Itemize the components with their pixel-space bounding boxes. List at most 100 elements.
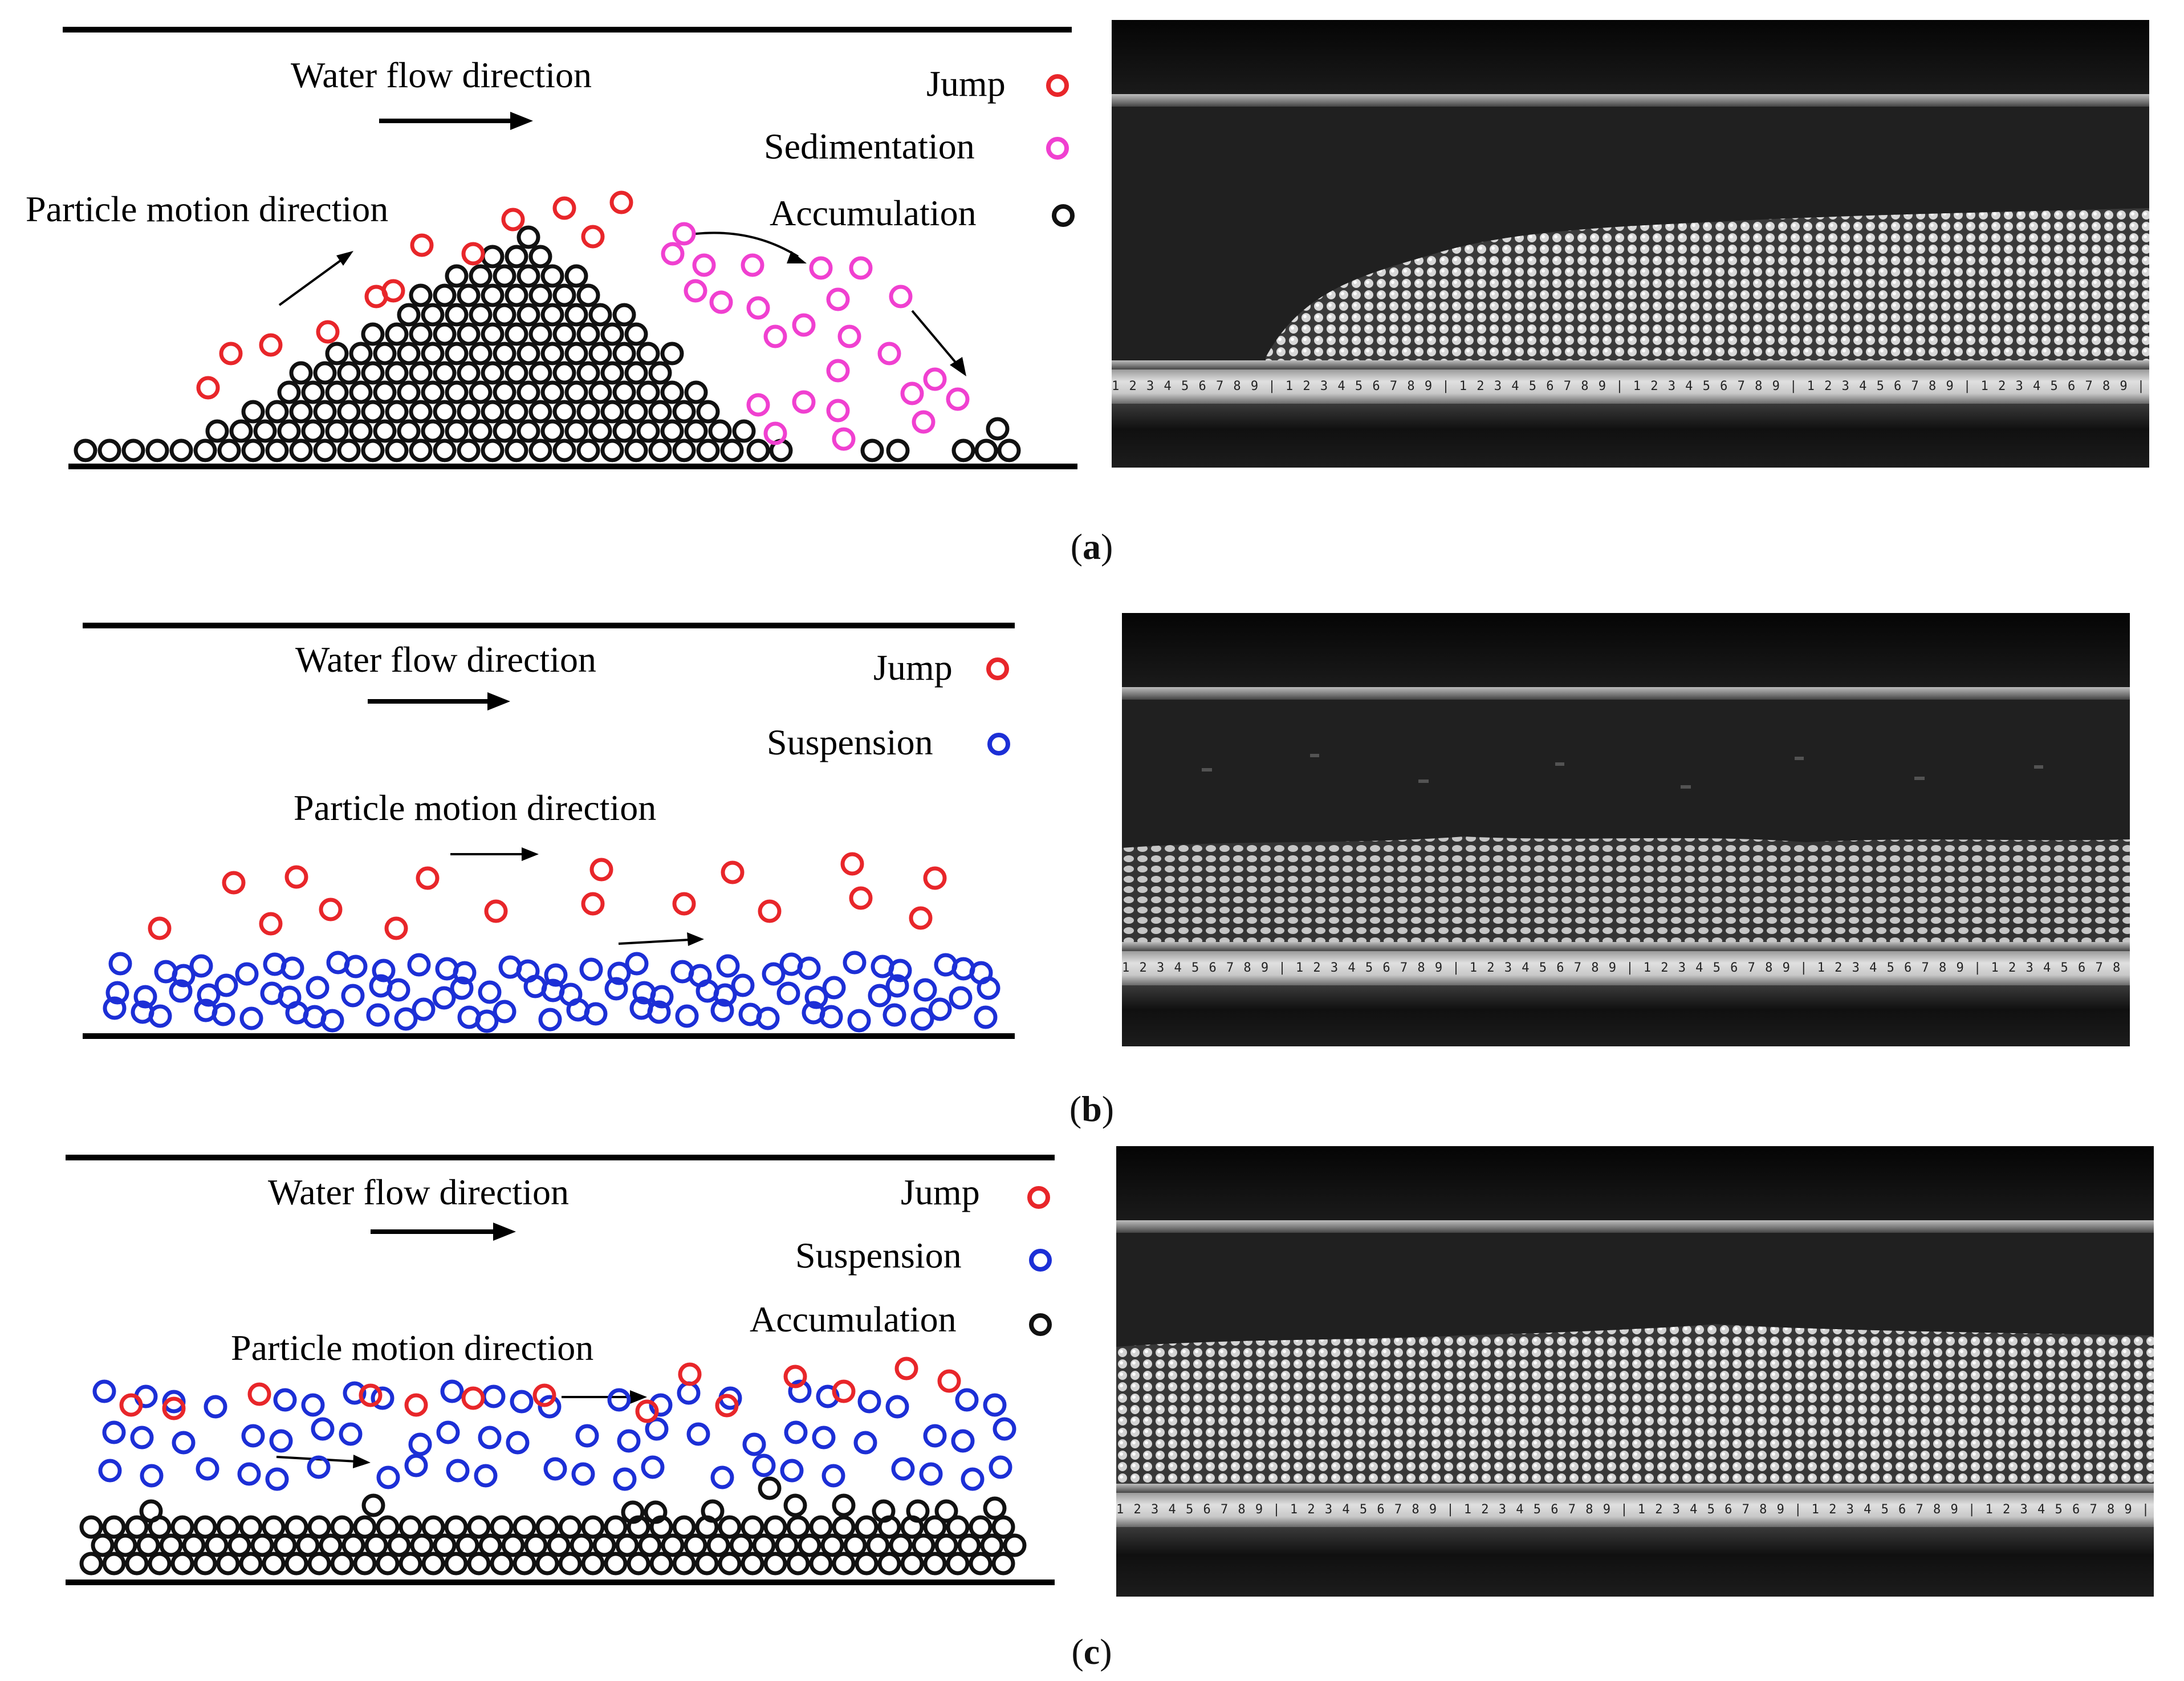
schematic-c-svg: Water flow direction Particle motion dir… <box>66 1155 1055 1585</box>
accumulation-particle <box>588 419 612 443</box>
accumulation-particle <box>353 1515 377 1539</box>
accumulation-particle <box>125 1515 149 1539</box>
accumulation-particle <box>798 1533 821 1557</box>
suspension-particle <box>993 1417 1016 1441</box>
accumulation-particle <box>301 380 325 404</box>
suspension-particle <box>677 1381 701 1405</box>
accumulation-particle <box>684 419 708 443</box>
accumulation-particle <box>457 438 481 462</box>
suspension-particle <box>432 986 456 1010</box>
bead-bed-a <box>1266 208 2149 360</box>
accumulation-particle <box>409 322 433 346</box>
accumulation-particle <box>636 419 660 443</box>
particle-motion-label: Particle motion direction <box>294 787 656 828</box>
suspension-particle <box>645 1417 669 1441</box>
jump-particle <box>635 1399 659 1423</box>
water-flow-label: Water flow direction <box>268 1172 569 1212</box>
accumulation-particle <box>974 438 998 462</box>
caption-a: (a) <box>1070 526 1113 567</box>
accumulation-particle <box>469 264 493 288</box>
accumulation-particle <box>552 438 576 462</box>
water-flow-arrow <box>368 692 510 710</box>
accumulation-particle <box>445 380 469 404</box>
sedimentation-particle <box>826 287 850 311</box>
ruler-b: 1 2 3 4 5 6 7 8 9 | 1 2 3 4 5 6 7 8 9 | … <box>1122 951 2130 985</box>
accumulation-particle <box>957 1533 981 1557</box>
suspension-particle <box>853 1431 877 1455</box>
accumulation-particle <box>576 322 600 346</box>
accumulation-particle <box>250 1533 274 1557</box>
accumulation-particle <box>684 380 708 404</box>
accumulation-particle <box>866 1533 890 1557</box>
accumulation-particle <box>516 225 540 249</box>
accumulation-particle <box>313 400 337 424</box>
jump-particle <box>840 852 864 876</box>
flume-photo-b: 1 2 3 4 5 6 7 8 9 | 1 2 3 4 5 6 7 8 9 | … <box>1122 613 2130 1046</box>
suspension-particle <box>847 1009 871 1033</box>
accumulation-particle <box>398 1552 422 1576</box>
jump-particle <box>721 860 745 884</box>
suspension-particle <box>742 1432 766 1456</box>
suspension-particle <box>105 981 129 1005</box>
accumulation-particle <box>576 438 600 462</box>
suspension-particle <box>404 1453 428 1477</box>
suspension-particle <box>169 979 193 1003</box>
accumulation-particle <box>604 1552 628 1576</box>
legend-label-suspension: Suspension <box>795 1235 962 1276</box>
accumulation-particle <box>672 400 696 424</box>
accumulation-particle <box>832 1493 856 1517</box>
motion-arrow-1 <box>450 847 539 861</box>
legend-marker-accumulation <box>1052 204 1075 227</box>
accumulation-particle <box>934 1533 958 1557</box>
suspension-particle <box>394 1007 418 1031</box>
jump-particle <box>404 1393 428 1417</box>
sedimentation-particle <box>792 390 816 414</box>
jump-particle <box>381 279 405 303</box>
accumulation-particle <box>696 438 720 462</box>
suspension-particle <box>641 1455 665 1479</box>
suspension-particle <box>885 974 909 998</box>
accumulation-particle <box>457 283 481 307</box>
suspension-particle <box>436 1420 460 1444</box>
jump-particle <box>501 208 525 232</box>
suspension-particle <box>607 1388 631 1412</box>
accumulation-particle <box>600 361 624 385</box>
jump-particle <box>552 196 576 220</box>
accumulation-particle <box>528 438 552 462</box>
suspension-particle <box>212 1002 235 1026</box>
accumulation-particle <box>91 1533 115 1557</box>
accumulation-particle <box>746 438 770 462</box>
accumulation-particle <box>433 1533 457 1557</box>
caption-c: (c) <box>1071 1631 1112 1672</box>
accumulation-particle <box>457 322 481 346</box>
jump-particle <box>259 912 283 936</box>
accumulation-particle <box>612 419 636 443</box>
suspension-particle <box>891 1457 915 1481</box>
accumulation-particle <box>313 438 337 462</box>
accumulation-particle <box>729 1533 753 1557</box>
accumulation-particle <box>505 322 528 346</box>
accumulation-particle <box>516 303 540 327</box>
panel-a: Water flow direction Particle motion dir… <box>0 0 2184 576</box>
accumulation-particle <box>612 342 636 366</box>
particles-b <box>103 852 1001 1033</box>
suspension-particle <box>731 973 755 997</box>
suspension-particle <box>371 1386 394 1410</box>
accumulation-particle <box>513 1515 536 1539</box>
accumulation-particle <box>552 322 576 346</box>
accumulation-particle <box>216 1552 240 1576</box>
particle-motion-label: Particle motion direction <box>26 189 388 229</box>
suspension-particle <box>776 981 800 1005</box>
suspension-particle <box>713 983 737 1007</box>
accumulation-particle <box>409 400 433 424</box>
accumulation-particle <box>741 1552 764 1576</box>
accumulation-particle <box>983 1496 1007 1520</box>
accumulation-particle <box>612 303 636 327</box>
accumulation-particle <box>648 361 672 385</box>
suspension-particle <box>172 964 196 988</box>
accumulation-particle <box>564 303 588 327</box>
accumulation-particle <box>307 1515 331 1539</box>
accumulation-particle <box>349 419 373 443</box>
accumulation-particle <box>139 1499 163 1523</box>
accumulation-particle <box>102 1515 126 1539</box>
